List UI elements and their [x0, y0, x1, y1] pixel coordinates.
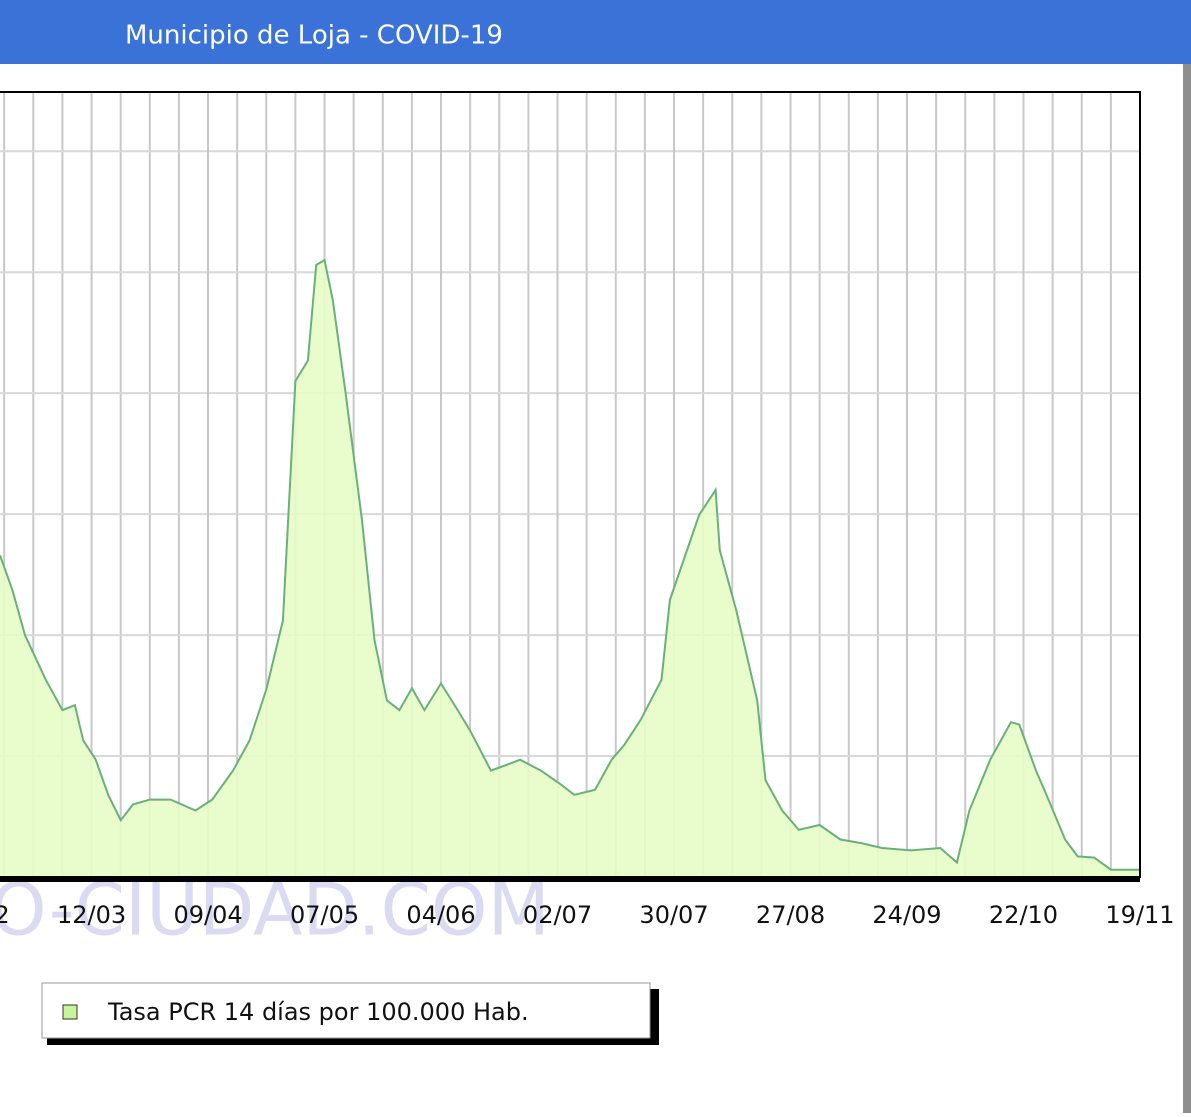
x-tick-label: 12/02: [0, 901, 10, 929]
area: [0, 260, 1140, 878]
x-tick-label: 24/09: [872, 901, 941, 929]
plot-border: [0, 91, 1141, 878]
x-tick-label: 12/03: [57, 901, 126, 929]
line: [0, 258, 1140, 871]
x-tick-label: 04/06: [406, 901, 475, 929]
x-tick-label: 07/05: [290, 901, 359, 929]
x-tick-label: 22/10: [989, 901, 1058, 929]
legend-label: Tasa PCR 14 días por 100.000 Hab.: [107, 998, 529, 1026]
plot: [0, 91, 1141, 882]
x-tick-label: 30/07: [639, 901, 708, 929]
legend-swatch: [62, 1004, 78, 1020]
x-tick-label: 19/11: [1105, 901, 1174, 929]
x-tick-label: 09/04: [173, 901, 242, 929]
x-tick-label: 27/08: [756, 901, 825, 929]
legend: [41, 982, 651, 1039]
x-tick-label: 02/07: [523, 901, 592, 929]
chart-title: Municipio de Loja - COVID-19: [125, 21, 503, 51]
title-bar: [0, 0, 1191, 64]
plot-area: [0, 91, 1141, 878]
frame-edge: [1183, 64, 1191, 1113]
